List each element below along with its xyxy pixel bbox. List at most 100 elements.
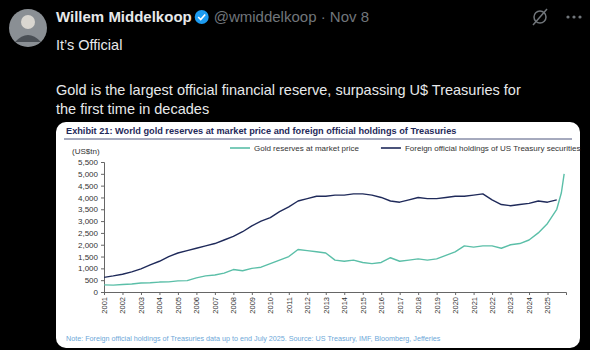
y-tick: 2,000	[78, 241, 104, 250]
x-tick-label: 2025	[543, 297, 552, 314]
x-tick-mark	[289, 292, 290, 295]
series-line	[104, 194, 557, 277]
x-tick-mark	[474, 292, 475, 295]
y-tick: 3,000	[78, 217, 104, 226]
x-tick-label: 2009	[248, 297, 257, 314]
x-tick: 2011	[285, 292, 294, 313]
background	[0, 0, 590, 350]
y-tick-label: 3,000	[78, 217, 99, 226]
more-dot	[572, 15, 575, 18]
x-tick-mark	[400, 292, 401, 295]
x-tick-label: 2011	[285, 297, 294, 313]
y-tick-label: 0	[94, 288, 99, 297]
x-tick-label: 2020	[451, 297, 460, 314]
y-tick-mark	[101, 257, 104, 258]
post-text: Gold is the largest official financial r…	[56, 82, 521, 98]
y-tick-mark	[101, 233, 104, 234]
more-dot	[578, 15, 581, 18]
x-tick-label: 2001	[100, 297, 109, 314]
x-tick: 2014	[340, 292, 349, 314]
x-tick: 2021	[470, 292, 479, 314]
chart-title: Exhibit 21: World gold reserves at marke…	[66, 126, 456, 136]
x-tick: 2020	[451, 292, 460, 314]
x-axis: 2001200220032004200520062007200820092010…	[100, 292, 567, 314]
x-tick-label: 2016	[377, 297, 386, 314]
y-tick-mark	[101, 268, 104, 269]
x-tick-mark	[455, 292, 456, 295]
y-tick: 0	[94, 288, 104, 297]
x-tick-mark	[492, 292, 493, 295]
x-tick-mark	[548, 292, 549, 295]
x-tick: 2004	[155, 292, 164, 314]
x-tick-label: 2002	[118, 297, 127, 314]
avatar-body	[15, 35, 41, 42]
x-tick-label: 2022	[488, 297, 497, 314]
avatar	[9, 9, 47, 47]
x-tick: 2019	[433, 292, 442, 314]
x-tick: 2007	[211, 292, 220, 314]
y-axis: 05001,0001,5002,0002,5003,0003,5004,0004…	[78, 158, 105, 297]
y-tick-mark	[101, 221, 104, 222]
y-tick-label: 5,500	[78, 158, 99, 167]
x-tick-mark	[178, 292, 179, 295]
y-axis-line	[101, 163, 105, 293]
x-tick-mark	[215, 292, 216, 295]
x-tick: 2016	[377, 292, 386, 314]
y-tick-mark	[101, 209, 104, 210]
chart-note: Note: Foreign official holdings of Treas…	[66, 334, 441, 343]
x-tick-label: 2004	[155, 297, 164, 314]
y-tick: 4,500	[78, 182, 104, 191]
x-tick-mark	[233, 292, 234, 295]
x-tick-label: 2007	[211, 297, 220, 314]
x-tick-mark	[122, 292, 123, 295]
x-tick-label: 2023	[506, 297, 515, 314]
x-tick: 2002	[118, 292, 127, 314]
x-tick: 2013	[322, 292, 331, 314]
x-tick-label: 2014	[340, 297, 349, 314]
x-tick: 2025	[543, 292, 552, 314]
y-tick: 4,000	[78, 194, 104, 203]
x-tick: 2008	[229, 292, 238, 314]
x-tick-mark	[344, 292, 345, 295]
y-tick-label: 500	[85, 276, 99, 285]
y-tick: 1,000	[78, 264, 104, 273]
y-tick-label: 2,500	[78, 229, 99, 238]
x-tick-label: 2018	[414, 297, 423, 314]
x-tick-label: 2017	[396, 297, 405, 314]
title-rule	[64, 139, 572, 140]
y-tick: 5,000	[78, 170, 104, 179]
x-tick-mark	[511, 292, 512, 295]
y-tick-label: 2,000	[78, 241, 99, 250]
x-tick-mark	[104, 292, 105, 295]
y-tick-label: 1,000	[78, 264, 99, 273]
x-tick-label: 2015	[359, 297, 368, 314]
post-text: It’s Official	[56, 37, 122, 53]
y-tick-mark	[101, 280, 104, 281]
legend-label: Gold reserves at market price	[254, 144, 359, 153]
legend-swatch	[230, 147, 250, 149]
x-tick-mark	[141, 292, 142, 295]
y-tick-mark	[101, 197, 104, 198]
y-tick-label: 4,000	[78, 194, 99, 203]
grok-icon-slash	[533, 9, 547, 25]
x-tick-label: 2013	[322, 297, 331, 314]
x-tick-label: 2005	[174, 297, 183, 314]
page: Willem Middelkoop@wmiddelkoop · Nov 8It’…	[0, 0, 590, 350]
y-tick-label: 5,000	[78, 170, 99, 179]
y-tick: 3,500	[78, 205, 104, 214]
series-line	[104, 174, 564, 285]
verified-badge	[195, 10, 209, 24]
x-tick: 2003	[137, 292, 146, 314]
chart-card	[56, 122, 580, 348]
x-tick-label: 2003	[137, 297, 146, 314]
x-tick-mark	[326, 292, 327, 295]
x-tick: 2024	[525, 292, 534, 314]
author-name: Willem Middelkoop	[56, 8, 192, 25]
x-tick-mark	[159, 292, 160, 295]
legend: Gold reserves at market priceForeign off…	[230, 144, 580, 153]
x-tick-label: 2012	[303, 297, 312, 314]
x-tick-mark	[196, 292, 197, 295]
x-tick-mark	[437, 292, 438, 295]
avatar-head	[21, 15, 35, 29]
x-tick-label: 2019	[433, 297, 442, 314]
